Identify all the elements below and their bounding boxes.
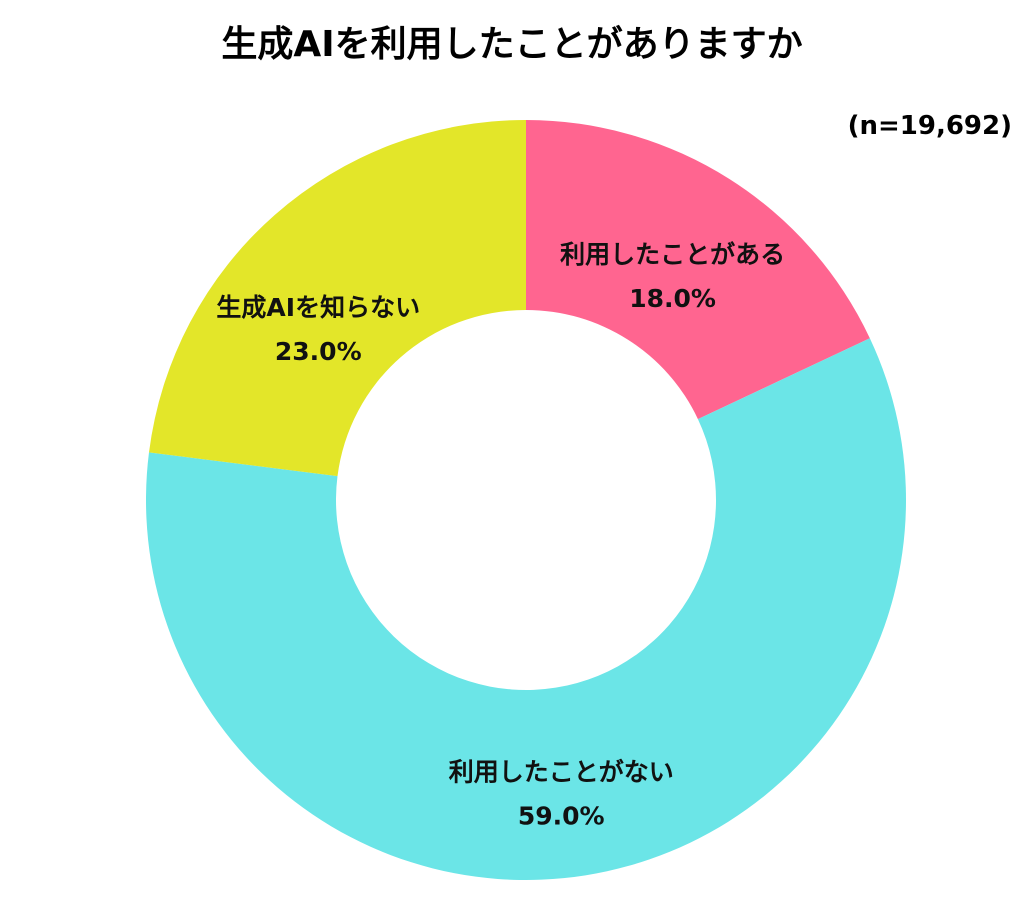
slice-value-label: 23.0% — [275, 337, 362, 366]
slice-label: 生成AIを知らない — [216, 293, 420, 322]
slice-labels: 利用したことがある 18.0% 利用したことがない 59.0% 生成AIを知らない 23.… — [216, 240, 785, 831]
donut-slice — [148, 120, 527, 477]
chart-title: 生成AIを利用したことがありますか — [221, 24, 802, 65]
slice-value-label: 18.0% — [629, 284, 716, 313]
slice-value-label: 59.0% — [518, 802, 605, 831]
slice-label: 利用したことがある — [560, 240, 785, 269]
slice-label: 利用したことがない — [449, 758, 674, 787]
donut-slice — [146, 338, 907, 880]
donut-slice — [526, 120, 870, 420]
donut-slices — [146, 120, 907, 880]
sample-size-note: (n=19,692) — [848, 111, 1012, 141]
